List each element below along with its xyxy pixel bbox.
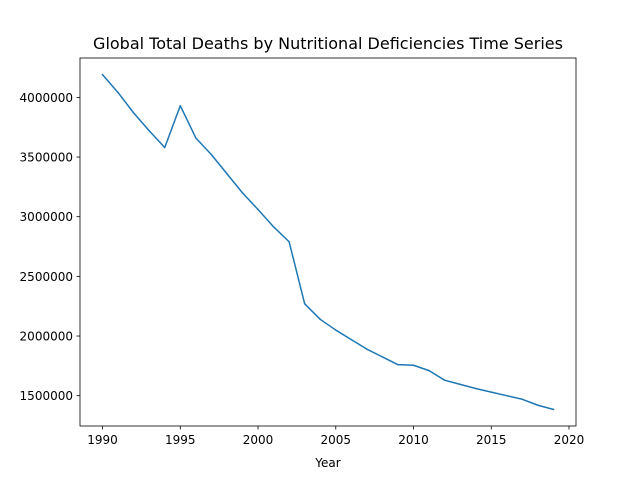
data-point-2003: [303, 303, 306, 305]
data-point-2011: [428, 369, 430, 372]
data-point-2016: [506, 394, 508, 397]
data-point-2006: [350, 338, 353, 341]
data-point-2005: [335, 329, 337, 331]
data-point-1997: [210, 153, 213, 156]
data-point-2007: [366, 348, 368, 350]
y-tick-label-2000000: 2000000: [20, 330, 73, 344]
x-tick-label-2020: 2020: [554, 433, 585, 447]
data-point-1990: [101, 73, 104, 76]
plot-frame: [79, 57, 577, 427]
data-point-2014: [474, 387, 477, 390]
data-point-2002: [288, 241, 290, 243]
data-point-1994: [163, 146, 166, 149]
data-point-2001: [272, 226, 275, 228]
data-point-2009: [397, 363, 399, 366]
x-tick-label-2000: 2000: [243, 433, 274, 447]
data-point-2008: [381, 356, 384, 358]
x-tick-label-2010: 2010: [398, 433, 429, 447]
data-point-2000: [257, 208, 259, 211]
data-point-1991: [117, 91, 119, 94]
x-tick-label-2015: 2015: [476, 433, 507, 447]
y-tick-label-3000000: 3000000: [20, 210, 73, 224]
y-tick-label-1500000: 1500000: [20, 389, 73, 403]
chart-title: Global Total Deaths by Nutritional Defic…: [93, 34, 563, 53]
data-point-2012: [443, 379, 446, 381]
data-point-2019: [552, 408, 555, 411]
series-line-0: [101, 73, 555, 411]
data-point-1998: [226, 173, 228, 175]
data-point-1999: [241, 192, 244, 194]
x-tick-label-1990: 1990: [87, 433, 118, 447]
data-point-2013: [459, 383, 461, 386]
data-point-2010: [412, 364, 415, 367]
x-tick-label-2005: 2005: [321, 433, 352, 447]
x-axis-label: Year: [314, 456, 340, 470]
data-point-2018: [537, 404, 539, 406]
data-point-2015: [490, 391, 493, 393]
data-point-1996: [195, 137, 197, 139]
data-point-1992: [132, 112, 135, 114]
y-tick-label-4000000: 4000000: [20, 91, 73, 105]
plot-area: 1990 1995 2000 2005 2010 2015 2020 1500000 20000…: [20, 57, 585, 447]
data-point-1993: [148, 130, 150, 132]
x-tick-label-1995: 1995: [165, 433, 196, 447]
data-point-2004: [319, 318, 321, 321]
y-tick-label-2500000: 2500000: [20, 270, 73, 284]
data-point-1995: [179, 104, 182, 107]
y-tick-label-3500000: 3500000: [20, 151, 73, 165]
data-point-2017: [521, 398, 524, 401]
